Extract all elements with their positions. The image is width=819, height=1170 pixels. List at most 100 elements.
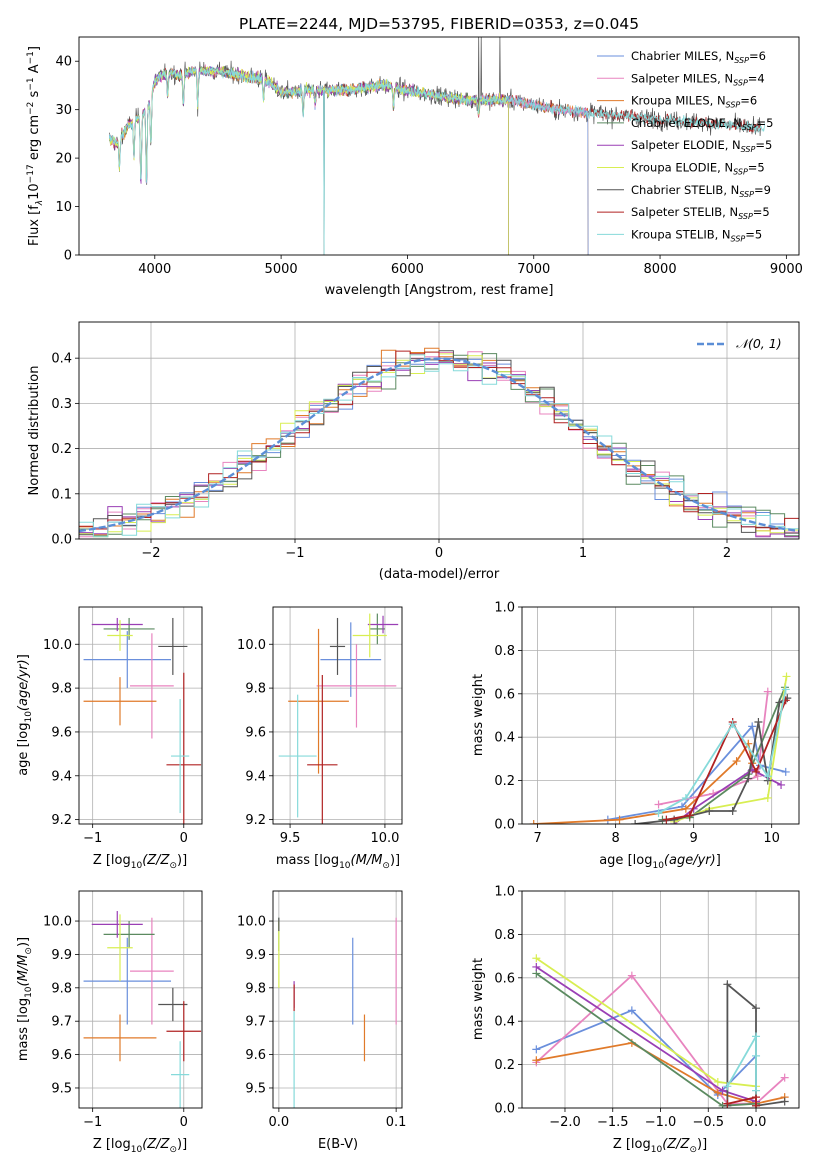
y-tick-label: 9.4 [51,769,72,784]
weight-marker [752,1086,761,1095]
weight-marker [782,672,791,681]
x-tick-label: 2 [723,546,731,561]
y-tick-label: 0.3 [51,397,72,412]
x-tick-label: 5000 [265,262,298,277]
y-tick-label: 0.6 [494,687,515,702]
y-tick-label: 0.0 [494,1102,515,1117]
y-tick-label: 0.8 [494,928,515,943]
plot-area-residuals [79,347,799,538]
legend-entry: 𝒩(0, 1) [736,336,782,351]
weight-marker [752,1101,761,1108]
spectrum-line [108,66,509,255]
weight-marker [529,820,538,824]
y-tick-label: 40 [55,55,72,70]
x-tick-label: −1 [83,1115,102,1130]
weight-marker [781,767,790,776]
y-tick-label: 9.8 [245,682,266,697]
weight-marker [627,971,636,980]
y-tick-label: 9.9 [245,948,266,963]
x-tick-label: 0 [180,831,188,846]
axes-weight_vs_age: 7 8 9 10 0.0 0.2 0.4 0.6 0.8 1.0 [494,601,799,846]
weight-series [533,741,754,824]
spectrum-line [108,66,765,255]
weight-marker [780,1073,789,1082]
y-axis-label: age [log10(age/yr)] [16,654,34,776]
axes-residuals: −2 −1 0 1 2 0.0 0.1 0.2 0.3 0.4 [51,322,799,561]
weight-marker [744,774,753,783]
y-tick-label: 0.0 [494,818,515,833]
y-axis-label: mass weight [471,958,486,1040]
figure-title: PLATE=2244, MJD=53795, FIBERID=0353, z=0… [239,15,639,33]
y-tick-label: 9.8 [51,981,72,996]
legend-entry: Kroupa ELODIE, NSSP=5 [631,161,765,177]
x-tick-label: −2.0 [549,1115,581,1130]
x-tick-label: 0.0 [746,1115,767,1130]
x-tick-label: 6000 [391,262,424,277]
y-tick-label: 9.8 [245,981,266,996]
y-tick-label: 10.0 [43,638,72,653]
weight-marker [532,962,541,971]
plot-area-mass_vs_Z [83,911,202,1108]
weight-marker [723,1099,732,1108]
y-tick-label: 9.5 [51,1081,72,1096]
x-tick-label: 8 [611,831,619,846]
weight-marker [631,820,640,824]
y-tick-label: 9.2 [51,813,72,828]
y-tick-label: 0.8 [494,644,515,659]
weight-marker [777,780,786,789]
x-tick-label: 9000 [770,262,803,277]
x-tick-label: −1.5 [597,1115,629,1130]
y-tick-label: 1.0 [494,601,515,616]
plot-area-age_vs_mass [278,613,399,824]
plot-area-weight_vs_age [529,672,792,824]
weight-marker [654,800,663,809]
weight-marker [763,772,772,781]
y-axis-label: mass [log10(M/M⊙)] [16,937,34,1061]
weight-marker [532,1045,541,1054]
x-tick-label: 7000 [517,262,550,277]
x-tick-label: 9 [690,831,698,846]
legend-entry: Chabrier STELIB, NSSP=9 [631,183,771,199]
legend-entry: Salpeter ELODIE, NSSP=5 [631,138,772,154]
axes-frame [272,890,403,1109]
x-tick-label: −1 [285,546,304,561]
y-tick-label: 0.4 [494,731,515,746]
spectrum-line [108,66,509,255]
weight-marker [723,1082,732,1091]
y-tick-label: 9.6 [245,725,266,740]
weight-marker [752,1051,761,1060]
axes-frame [272,606,403,825]
legend-entry: Chabrier MILES, NSSP=6 [631,49,766,65]
axes-mass_vs_Z: −1 0 9.5 9.6 9.7 9.8 9.9 10.0 [43,891,202,1130]
y-tick-label: 0.2 [51,442,72,457]
axes-frame [78,890,203,1109]
weight-marker [654,809,663,818]
weight-marker [681,793,690,802]
plot-area-mass_vs_ebv [278,917,397,1108]
weight-marker [763,793,772,802]
y-tick-label: 0.1 [51,487,72,502]
axes-frame [521,606,800,825]
y-tick-label: 9.7 [51,1015,72,1030]
weight-marker [752,1032,761,1041]
x-tick-label: −2 [141,546,160,561]
x-tick-label: −1 [83,831,102,846]
weight-series [726,1033,757,1091]
y-tick-label: 0.2 [494,1058,515,1073]
x-axis-label: Z [log10(Z/Z⊙)] [93,853,187,871]
axes-frame [78,36,800,256]
x-axis-label: mass [log10(M/M⊙)] [276,853,400,871]
y-tick-label: 9.6 [51,1048,72,1063]
weight-series [673,676,788,823]
weight-marker [713,1088,722,1097]
weight-marker [781,685,790,694]
x-tick-label: 10 [763,831,780,846]
weight-marker [532,954,541,963]
weight-marker [685,811,694,820]
x-tick-label: 0.1 [386,1115,407,1130]
weight-marker [728,806,737,815]
axes-frame [78,321,800,540]
y-tick-label: 9.5 [245,1081,266,1096]
x-tick-label: 0 [180,1115,188,1130]
plot-area-weight_vs_Z [532,954,789,1108]
